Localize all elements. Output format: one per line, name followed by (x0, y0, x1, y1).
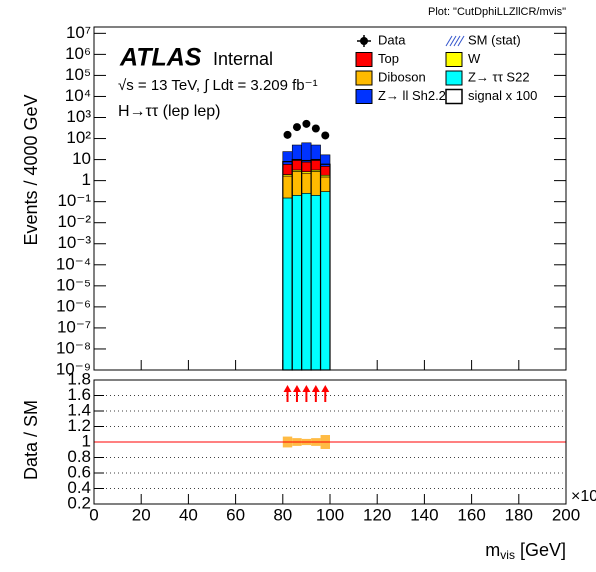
y-tick-label: 10⁻⁷ (57, 317, 91, 336)
y-tick-label: 10⁵ (65, 65, 91, 84)
ratio-y-axis-title: Data / SM (21, 400, 41, 480)
data-point (292, 123, 301, 132)
stack-segment (320, 154, 331, 167)
stack-segment (320, 176, 331, 192)
stack-segment (291, 144, 302, 161)
stack-segment (291, 160, 302, 171)
stack-segment (282, 197, 293, 371)
legend-hatch (453, 35, 461, 47)
y-tick-label: 10⁻⁴ (56, 254, 91, 273)
y-tick-label: 10⁻¹ (57, 191, 91, 210)
x-title-symbol: m (485, 540, 500, 560)
y-tick-label: 10⁻⁶ (56, 296, 91, 315)
y-tick-label: 10⁴ (65, 86, 91, 105)
x-axis-title: mvis [GeV] (485, 540, 566, 562)
x-tick-label: 40 (179, 505, 198, 524)
stack-segment (301, 161, 312, 173)
legend-swatch (445, 52, 463, 67)
y-tick-label: 10⁶ (65, 44, 91, 63)
y-tick-label: 0.2 (67, 493, 91, 512)
x-tick-label: 200 (552, 505, 580, 524)
legend-hatch (445, 35, 453, 47)
y-tick-label: 10³ (66, 107, 91, 126)
stack-segment (291, 195, 302, 371)
legend-swatch (445, 88, 463, 105)
legend-marker (360, 37, 368, 45)
legend-swatch (445, 70, 463, 86)
y-tick-label: 10⁻⁵ (56, 275, 91, 294)
arrow-head (321, 385, 330, 392)
x-tick-label: 0 (89, 505, 98, 524)
legend-label: W (468, 51, 481, 66)
stack-segment (310, 160, 321, 171)
legend-label: Z→ ll Sh2.2 (378, 88, 446, 103)
y-tick-label: 10² (66, 128, 91, 147)
data-point (283, 130, 292, 139)
x-tick-label: 20 (132, 505, 151, 524)
stack-segment (282, 164, 293, 175)
x-tick-label: 160 (457, 505, 485, 524)
legend-swatch (355, 70, 373, 86)
y-tick-label: 1.6 (67, 385, 91, 404)
stack-segment (291, 171, 302, 196)
arrow-head (311, 385, 320, 392)
y-axis-title: Events / 4000 GeV (21, 94, 41, 245)
y-tick-label: 1 (82, 431, 91, 450)
experiment: ATLAS (119, 44, 202, 72)
x-exponent: ×10 (571, 488, 596, 505)
y-tick-label: 0.4 (67, 478, 91, 497)
x-tick-label: 180 (505, 505, 533, 524)
y-tick-label: 1.2 (67, 416, 91, 435)
legend-label: Data (378, 32, 406, 47)
legend-label: Diboson (378, 69, 426, 84)
stack-segment (282, 151, 293, 165)
stack-segment (301, 172, 312, 194)
x-tick-label: 60 (226, 505, 245, 524)
x-tick-label: 140 (410, 505, 438, 524)
legend-swatch (355, 52, 373, 67)
stack-segment (282, 175, 293, 199)
y-tick-label: 1.8 (67, 369, 91, 388)
stack-segment (301, 192, 312, 371)
y-tick-label: 10⁻³ (57, 233, 91, 252)
plot-label: Plot: "CutDphiLLZllCR/mvis" (428, 6, 566, 18)
x-tick-label: 120 (363, 505, 391, 524)
stack-segment (320, 165, 331, 176)
legend-swatch (355, 89, 373, 104)
x-title-unit: [GeV] (520, 540, 566, 560)
x-tick-label: 100 (316, 505, 344, 524)
legend-label: Z→ ττ S22 (468, 69, 530, 84)
y-tick-label: 10 (72, 149, 91, 168)
data-point (302, 119, 311, 128)
y-tick-label: 1 (82, 170, 91, 189)
legend-label: Top (378, 51, 399, 66)
x-tick-label: 80 (273, 505, 292, 524)
arrow-head (292, 385, 301, 392)
stack-segment (310, 195, 321, 371)
stack-segment (310, 144, 321, 161)
channel: H→ττ (lep lep) (118, 103, 220, 120)
lumi: √s = 13 TeV, ∫ Ldt = 3.209 fb⁻¹ (118, 77, 318, 94)
stack-segment (310, 171, 321, 196)
stack-segment (320, 191, 331, 371)
arrow-head (302, 385, 311, 392)
legend-hatch (457, 35, 465, 47)
data-point (321, 131, 330, 140)
y-tick-label: 10⁷ (66, 23, 91, 42)
stack-segment (301, 142, 312, 163)
legend-label: SM (stat) (468, 32, 521, 47)
arrow-head (283, 385, 292, 392)
y-tick-label: 1.4 (67, 400, 91, 419)
data-point (311, 124, 320, 133)
legend-hatch (449, 35, 457, 47)
y-tick-label: 0.8 (67, 447, 91, 466)
y-tick-label: 10⁻⁹ (56, 359, 91, 378)
y-tick-label: 0.6 (67, 462, 91, 481)
y-tick-label: 10⁻² (57, 212, 91, 231)
legend-label: signal x 100 (468, 88, 537, 103)
status: Internal (213, 49, 273, 69)
x-title-sub: vis (500, 548, 515, 562)
y-tick-label: 10⁻⁸ (56, 338, 91, 357)
